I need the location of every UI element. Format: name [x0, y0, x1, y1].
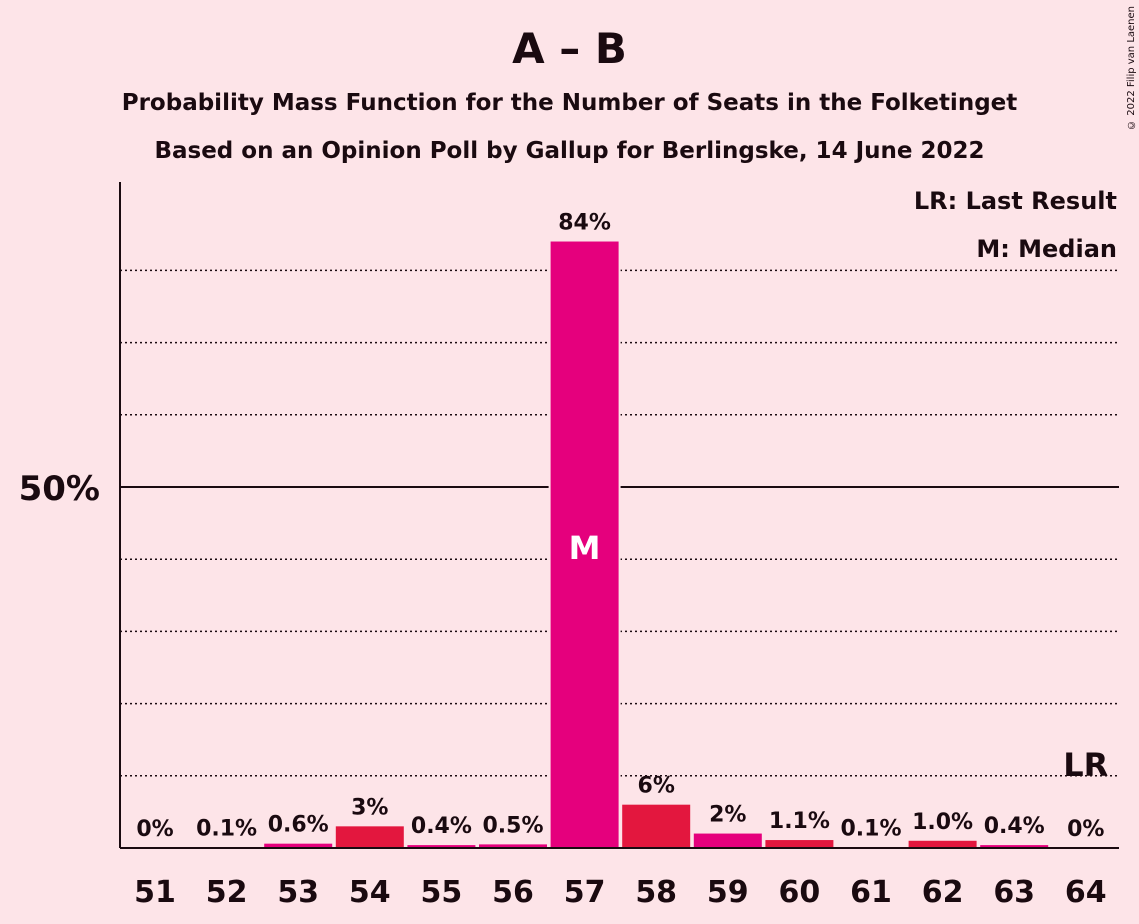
- bar-57: [550, 241, 619, 848]
- data-label-54: 3%: [351, 795, 388, 820]
- bar-gap-61: [835, 845, 907, 848]
- x-tick-label-60: 60: [779, 875, 821, 910]
- data-label-62: 1.0%: [912, 810, 973, 835]
- bar-62: [908, 840, 977, 848]
- bar-55: [407, 845, 476, 848]
- y-tick-label: 50%: [19, 469, 100, 509]
- data-label-59: 2%: [709, 803, 746, 828]
- x-tick-label-55: 55: [421, 875, 463, 910]
- bar-53: [264, 843, 333, 848]
- bar-63: [980, 845, 1049, 848]
- x-tick-label-63: 63: [993, 875, 1035, 910]
- x-tick-label-64: 64: [1065, 875, 1107, 910]
- bar-gap-52: [190, 845, 263, 848]
- data-label-64: 0%: [1067, 817, 1104, 842]
- x-tick-label-59: 59: [707, 875, 749, 910]
- x-tick-label-56: 56: [492, 875, 534, 910]
- legend-entry-1: M: Median: [976, 235, 1117, 263]
- bar-54: [335, 826, 404, 848]
- data-label-55: 0.4%: [411, 814, 472, 839]
- bar-58: [622, 804, 691, 848]
- data-label-60: 1.1%: [769, 809, 830, 834]
- chart-subtitle: Probability Mass Function for the Number…: [121, 90, 1018, 116]
- data-label-56: 0.5%: [482, 813, 543, 838]
- chart-subtitle-2: Based on an Opinion Poll by Gallup for B…: [154, 138, 985, 164]
- x-tick-label-58: 58: [635, 875, 677, 910]
- chart-title: A – B: [512, 24, 627, 73]
- bar-59: [693, 833, 762, 848]
- data-label-63: 0.4%: [984, 814, 1045, 839]
- x-tick-label-61: 61: [850, 875, 892, 910]
- x-tick-label-53: 53: [277, 875, 319, 910]
- last-result-marker: LR: [1063, 746, 1108, 784]
- x-tick-label-57: 57: [564, 875, 606, 910]
- data-label-52: 0.1%: [196, 816, 257, 841]
- data-label-53: 0.6%: [268, 813, 329, 838]
- x-tick-label-52: 52: [206, 875, 248, 910]
- data-label-57: 84%: [558, 211, 611, 236]
- x-tick-label-51: 51: [134, 875, 176, 910]
- bar-60: [765, 840, 834, 848]
- data-label-61: 0.1%: [840, 816, 901, 841]
- bar-56: [479, 844, 547, 848]
- legend-entry-0: LR: Last Result: [914, 187, 1117, 215]
- x-tick-label-54: 54: [349, 875, 391, 910]
- x-tick-label-62: 62: [922, 875, 964, 910]
- data-label-58: 6%: [638, 774, 675, 799]
- data-label-51: 0%: [136, 817, 173, 842]
- median-marker: M: [569, 529, 601, 567]
